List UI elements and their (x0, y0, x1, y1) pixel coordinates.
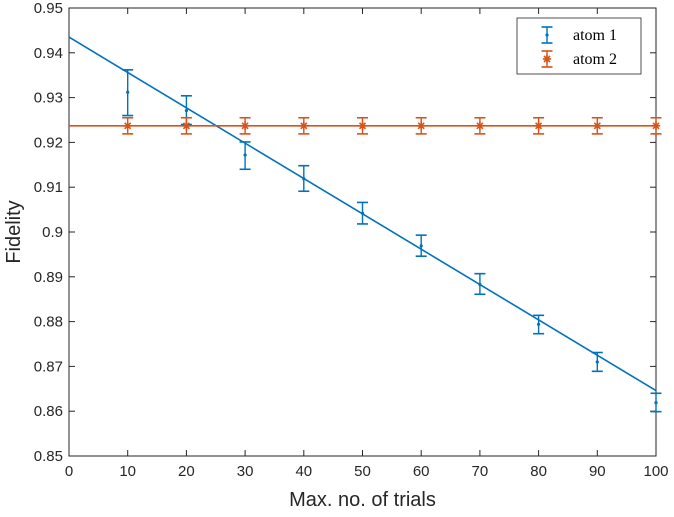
x-tick-label: 70 (472, 463, 489, 480)
y-tick-label: 0.85 (34, 448, 63, 465)
series-atom-2 (69, 116, 662, 135)
x-tick-label: 80 (530, 463, 547, 480)
y-axis-title: Fidelity (3, 200, 25, 263)
data-point (478, 282, 482, 287)
legend-item-atom-1: atom 1 (541, 26, 617, 44)
data-point (360, 211, 365, 215)
x-tick-label: 50 (354, 463, 371, 480)
legend-marker (545, 33, 549, 37)
y-tick-label: 0.94 (34, 45, 63, 62)
legend-box (516, 17, 642, 75)
data-point (184, 108, 188, 113)
data-point (534, 121, 543, 131)
y-tick-label: 0.9 (42, 224, 63, 241)
data-point (654, 401, 658, 405)
data-point (126, 90, 130, 94)
legend-label-atom-2: atom 2 (573, 51, 617, 68)
legend-item-atom-2: atom 2 (541, 50, 617, 68)
data-point (240, 121, 250, 131)
y-tick-label: 0.92 (34, 134, 63, 151)
data-point (475, 121, 485, 131)
legend-symbol-atom-2 (541, 50, 553, 68)
data-point (419, 244, 423, 248)
y-tick-label: 0.88 (34, 314, 63, 331)
axis-ticks: 0 10 20 30 40 50 60 70 80 90 100 0.85 0.86 0.87 0.88 0.… (34, 0, 669, 480)
y-tick-label: 0.86 (34, 403, 63, 420)
data-point (299, 121, 308, 131)
x-tick-label: 90 (589, 463, 606, 480)
x-tick-label: 100 (643, 463, 668, 480)
data-point (358, 121, 367, 131)
x-tick-label: 30 (237, 463, 254, 480)
x-tick-label: 10 (119, 463, 136, 480)
series-layer (68, 36, 662, 413)
x-tick-label: 40 (295, 463, 312, 480)
y-tick-label: 0.87 (34, 358, 63, 375)
series-atom-1 (68, 36, 662, 413)
x-tick-label: 20 (178, 463, 195, 480)
legend: atom 1 atom 2 (516, 17, 642, 75)
y-tick-label: 0.89 (34, 269, 63, 286)
data-point (651, 121, 661, 131)
data-point (595, 360, 599, 364)
legend-symbol-atom-1 (541, 26, 553, 44)
data-point (593, 121, 602, 131)
y-tick-label: 0.93 (34, 90, 63, 107)
y-tick-label: 0.95 (34, 0, 63, 17)
x-tick-label: 60 (413, 463, 430, 480)
y-tick-label: 0.91 (34, 179, 63, 196)
legend-label-atom-1: atom 1 (573, 27, 617, 44)
data-point (537, 322, 541, 326)
legend-marker (542, 54, 552, 64)
x-tick-label: 0 (65, 463, 73, 480)
data-point (182, 121, 191, 131)
data-point (243, 153, 247, 157)
x-axis-title: Max. no. of trials (289, 489, 436, 511)
data-point (123, 121, 132, 131)
data-point (302, 177, 306, 181)
data-point (417, 121, 426, 131)
